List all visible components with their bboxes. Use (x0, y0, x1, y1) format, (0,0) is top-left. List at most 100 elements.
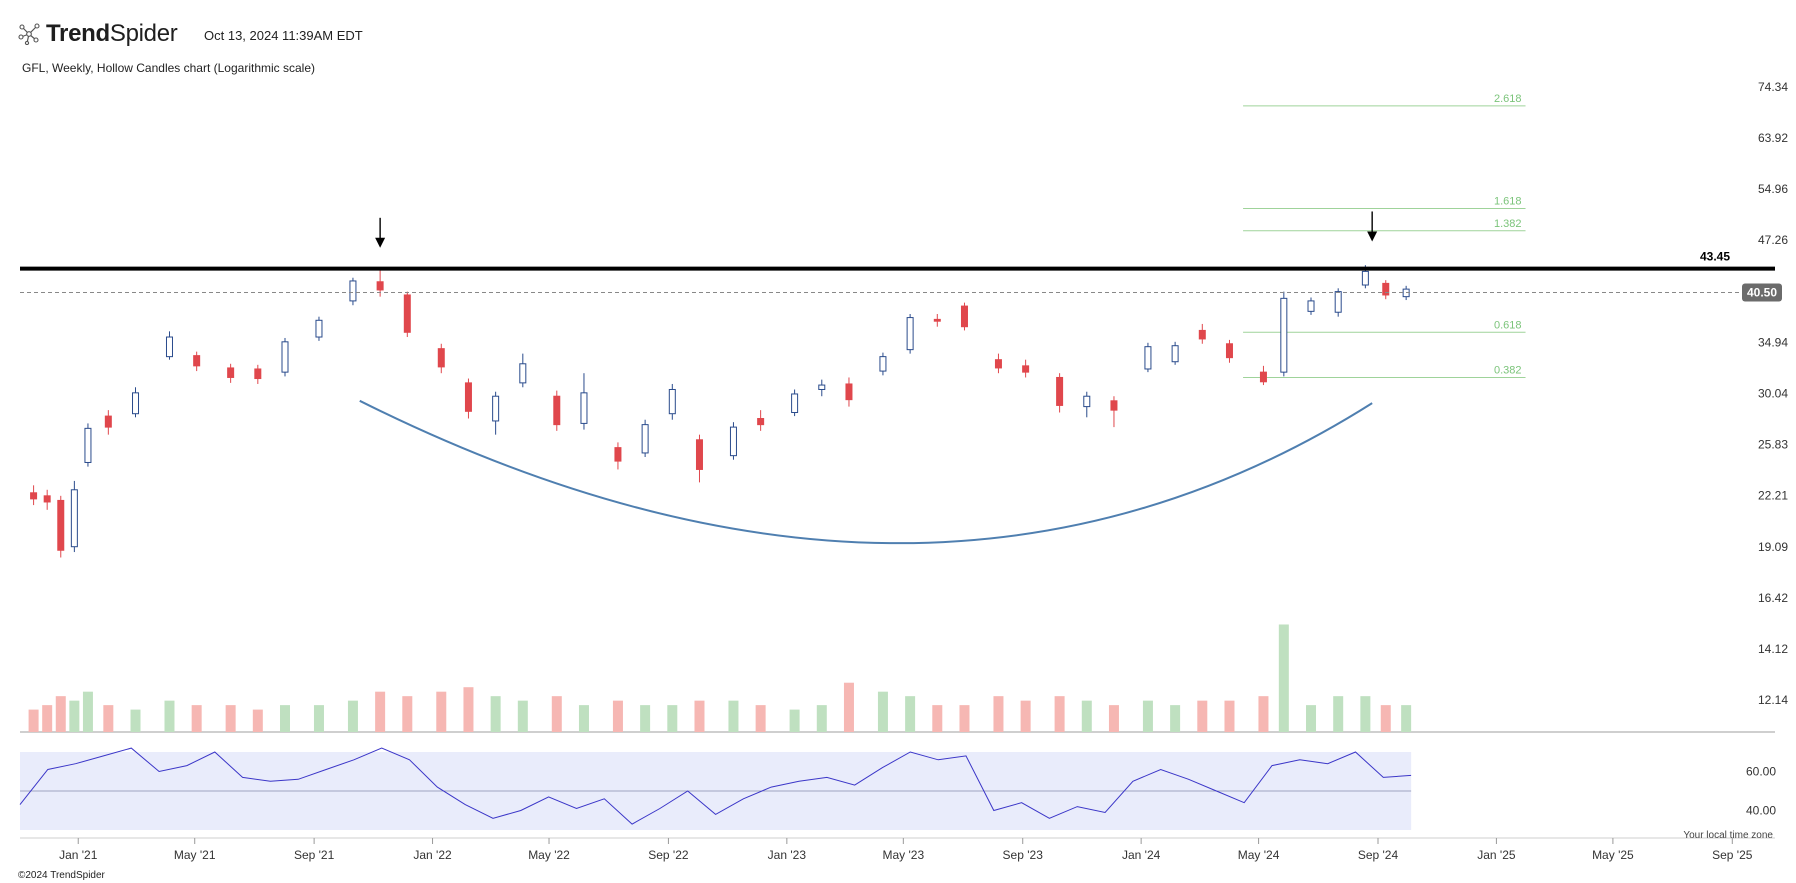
volume-bar (402, 696, 413, 732)
volume-bar (694, 700, 705, 732)
candle-down (1225, 343, 1233, 359)
candle-down (1110, 400, 1118, 411)
volume-bar (993, 696, 1004, 732)
volume-bar (1258, 696, 1269, 732)
candle-up (668, 388, 676, 415)
candle-up (349, 280, 357, 302)
volume-bar (1360, 696, 1371, 732)
x-axis-tick-label: May '24 (1238, 848, 1280, 862)
candle-up (84, 427, 92, 463)
y-axis-tick-label: 12.14 (1758, 693, 1788, 707)
volume-bar (816, 705, 827, 732)
volume-bar (191, 705, 202, 732)
candle-up (818, 384, 826, 390)
volume-bar (1333, 696, 1344, 732)
x-axis-tick-label: May '23 (882, 848, 924, 862)
x-axis-tick-label: Sep '24 (1358, 848, 1399, 862)
y-axis-tick-label: 14.12 (1758, 642, 1788, 656)
brand-prefix: Trend (46, 20, 110, 47)
volume-bar (463, 687, 474, 732)
x-axis-tick-label: May '22 (528, 848, 570, 862)
candle-down (1022, 365, 1030, 373)
candle-up (1280, 297, 1288, 373)
y-axis-tick-label: 34.94 (1758, 335, 1788, 349)
candle-up (1171, 345, 1179, 363)
x-axis-tick-label: Sep '23 (1003, 848, 1044, 862)
volume-bar (667, 705, 678, 732)
y-axis-tick-label: 47.26 (1758, 233, 1788, 247)
candle-up (641, 424, 649, 454)
candle-down (1056, 376, 1064, 406)
volume-bar (1380, 705, 1391, 732)
y-axis-tick-label: 19.09 (1758, 540, 1788, 554)
volume-bar (932, 705, 943, 732)
rsi-line (19, 747, 1412, 825)
candle-down (1382, 282, 1390, 296)
brand-suffix: Spider (109, 20, 178, 47)
volume-bar (789, 709, 800, 732)
volume-bar (905, 696, 916, 732)
volume-bar (1108, 705, 1119, 732)
candle-down (437, 348, 445, 368)
volume-bar (1054, 696, 1065, 732)
candle-up (1307, 300, 1315, 312)
fib-level-label: 1.618 (1494, 196, 1522, 208)
volume-bar (164, 700, 175, 732)
volume-bar (252, 709, 263, 732)
down-arrow-head (1367, 231, 1378, 242)
volume-bar (877, 691, 888, 732)
volume-bar (728, 700, 739, 732)
candle-up (729, 426, 737, 457)
volume-bar (490, 696, 501, 732)
y-axis-tick-label: 54.96 (1758, 182, 1788, 196)
y-axis-tick-label: 63.92 (1758, 131, 1788, 145)
volume-bar (612, 700, 623, 732)
volume-bar (1197, 700, 1208, 732)
candle-up (1083, 395, 1091, 408)
candle-down (57, 499, 65, 551)
candle-up (1144, 346, 1152, 370)
volume-bar (42, 705, 53, 732)
volume-bar (313, 705, 324, 732)
x-axis-tick-label: Jan '22 (413, 848, 452, 862)
candle-up (1334, 291, 1342, 313)
x-axis-tick-label: May '25 (1592, 848, 1634, 862)
candle-up (519, 363, 527, 384)
volume-bar (1020, 700, 1031, 732)
spider-logo-icon (18, 23, 40, 45)
candle-up (906, 317, 914, 351)
candle-down (960, 305, 968, 328)
candle-down (227, 367, 235, 378)
y-axis-tick-label: 16.42 (1758, 591, 1788, 605)
candle-down (553, 395, 561, 426)
down-arrow-head (375, 237, 386, 248)
volume-bar (55, 696, 66, 732)
volume-bar (1401, 705, 1412, 732)
candle-down (1198, 329, 1206, 340)
volume-bar (436, 691, 447, 732)
trendspider-logo[interactable]: TrendSpider (18, 20, 178, 47)
x-axis-tick-label: Sep '21 (294, 848, 335, 862)
last-price-tag (1742, 283, 1782, 302)
candle-up (1361, 270, 1369, 286)
candle-down (193, 355, 201, 367)
rsi-axis-tick-label: 40.00 (1746, 804, 1776, 818)
candle-down (464, 382, 472, 412)
fib-level-label: 2.618 (1494, 93, 1522, 105)
candle-up (791, 393, 799, 414)
volume-bar (1170, 705, 1181, 732)
x-axis-tick-label: Jan '24 (1122, 848, 1161, 862)
volume-bar (517, 700, 528, 732)
x-axis-tick-label: Sep '25 (1712, 848, 1753, 862)
volume-bar (1278, 624, 1289, 732)
volume-bar (843, 682, 854, 732)
y-axis-tick-label: 25.83 (1758, 438, 1788, 452)
candle-down (845, 383, 853, 401)
y-axis-tick-label: 74.34 (1758, 80, 1788, 94)
timezone-note: Your local time zone (1683, 830, 1773, 841)
candle-up (580, 392, 588, 424)
candle-down (104, 415, 112, 428)
candle-up (132, 392, 140, 415)
candle-up (70, 489, 78, 548)
